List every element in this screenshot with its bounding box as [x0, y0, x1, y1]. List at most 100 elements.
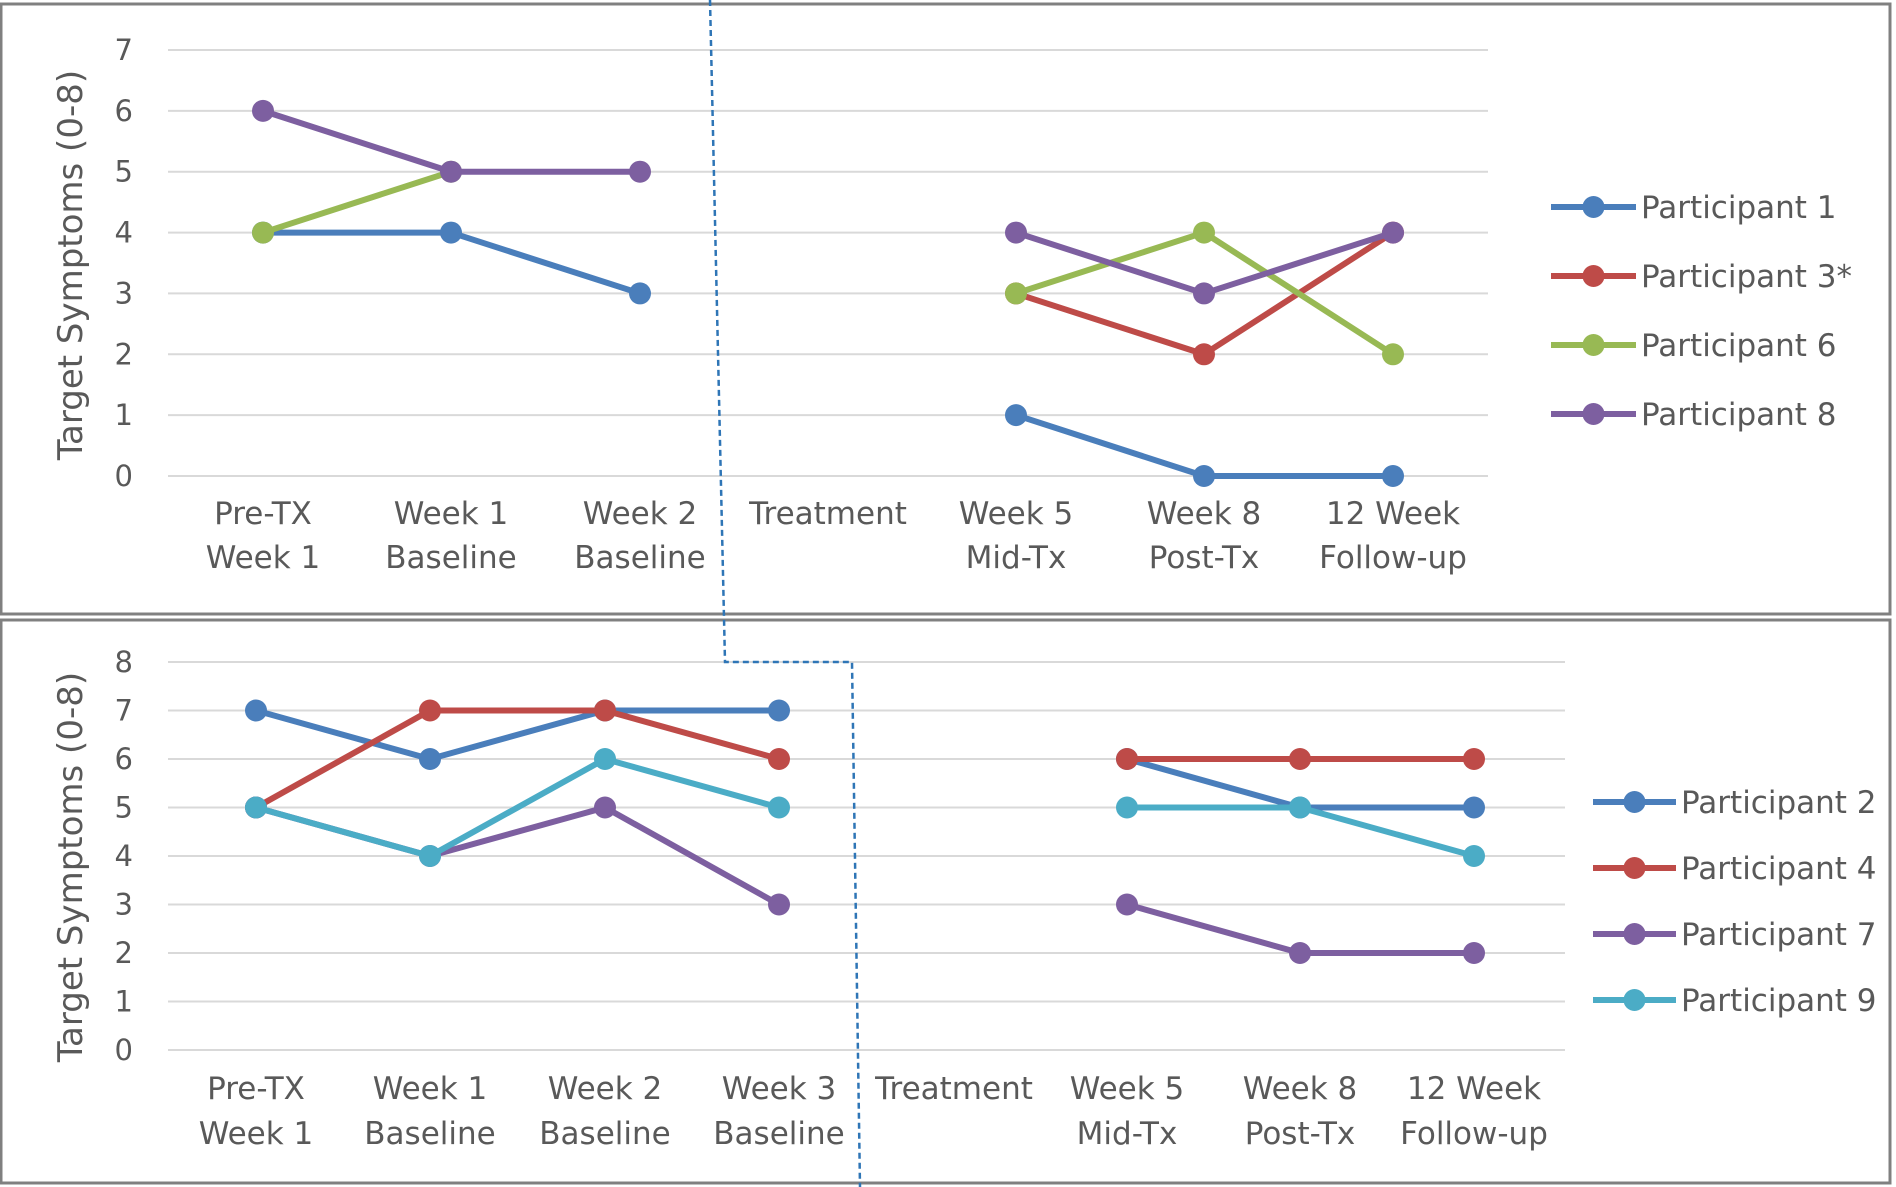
y-tick-label: 0 — [115, 459, 133, 493]
y-tick-label: 1 — [115, 398, 133, 432]
data-point — [419, 845, 441, 867]
legend-item: Participant 8 — [1551, 397, 1837, 433]
data-point — [1005, 282, 1027, 305]
y-tick-label: 5 — [115, 791, 133, 825]
legend-swatch-marker — [1623, 923, 1646, 945]
x-tick-label: 12 Week — [1407, 1071, 1541, 1107]
data-point — [1193, 282, 1215, 305]
x-tick-label: Follow-up — [1319, 540, 1467, 576]
data-point — [419, 748, 441, 770]
x-tick-label: Week 1 — [394, 496, 509, 532]
data-point — [768, 748, 790, 770]
y-tick-label: 1 — [115, 985, 133, 1019]
legend-swatch-marker — [1582, 403, 1605, 425]
x-tick-label: Week 2 — [548, 1071, 663, 1107]
data-point — [1463, 748, 1485, 770]
x-tick-label: Baseline — [364, 1116, 495, 1152]
data-point — [252, 99, 274, 122]
data-point — [1116, 893, 1138, 916]
y-tick-label: 5 — [115, 155, 133, 189]
x-tick-label: Week 1 — [199, 1116, 314, 1152]
series-line — [260, 168, 454, 236]
legend-item: Participant 6 — [1551, 328, 1837, 364]
data-point — [1463, 845, 1485, 867]
legend-swatch-marker — [1582, 334, 1605, 356]
data-point — [629, 282, 651, 305]
data-point — [594, 699, 616, 722]
data-point — [629, 160, 651, 183]
data-point — [1382, 221, 1404, 244]
legend-swatch-marker — [1623, 857, 1646, 879]
y-tick-label: 7 — [115, 694, 133, 728]
x-tick-label: 12 Week — [1326, 496, 1460, 532]
y-tick-label: 0 — [115, 1033, 133, 1067]
y-tick-label: 8 — [115, 645, 133, 679]
data-point — [440, 221, 462, 244]
data-point — [1116, 796, 1138, 819]
data-point — [245, 796, 267, 819]
data-point — [1289, 942, 1311, 964]
x-tick-label: Post-Tx — [1149, 540, 1259, 576]
legend-label: Participant 8 — [1641, 397, 1837, 433]
data-point — [252, 221, 274, 244]
data-point — [1005, 404, 1027, 427]
x-tick-label: Baseline — [574, 540, 705, 576]
legend-swatch-marker — [1582, 265, 1605, 287]
data-point — [245, 699, 267, 722]
legend-label: Participant 1 — [1641, 190, 1837, 226]
data-point — [594, 748, 616, 770]
legend-swatch-marker — [1582, 196, 1605, 218]
data-point — [1193, 221, 1215, 244]
data-point — [768, 893, 790, 916]
x-tick-label: Baseline — [385, 540, 516, 576]
data-point — [594, 796, 616, 819]
legend-label: Participant 7 — [1681, 917, 1877, 953]
y-axis-label: Target Symptoms (0-8) — [51, 672, 91, 1063]
data-point — [1193, 343, 1215, 366]
phase-change-line — [708, 0, 862, 1187]
legend-item: Participant 7 — [1593, 917, 1877, 953]
x-tick-label: Pre-TX — [214, 496, 312, 532]
y-tick-label: 4 — [115, 839, 133, 873]
legend-label: Participant 4 — [1681, 851, 1877, 887]
series-participant-7 — [245, 796, 1485, 964]
y-tick-label: 2 — [115, 337, 133, 371]
panel-border — [0, 2, 1892, 616]
y-axis-label: Target Symptoms (0-8) — [51, 70, 91, 461]
legend-item: Participant 3* — [1551, 259, 1852, 295]
x-tick-label: Week 1 — [206, 540, 321, 576]
x-tick-label: Week 5 — [1070, 1071, 1185, 1107]
legend-item: Participant 1 — [1551, 190, 1837, 226]
chart-panel-1: 0 1 2 3 4 5 6 7 Target Symptoms (0-8) Pre-TX Week … — [0, 2, 1892, 616]
y-tick-label: 7 — [115, 33, 133, 67]
x-tick-label: Follow-up — [1400, 1116, 1548, 1152]
series-line — [253, 707, 782, 762]
legend-swatch-marker — [1623, 791, 1646, 813]
panel-border — [0, 618, 1892, 1185]
x-tick-label: Week 2 — [583, 496, 698, 532]
series-participant-9 — [245, 748, 1485, 867]
x-tick-label: Mid-Tx — [1077, 1116, 1178, 1152]
x-tick-label: Baseline — [713, 1116, 844, 1152]
x-tick-label: Week 8 — [1147, 496, 1262, 532]
data-point — [440, 160, 462, 183]
x-tick-label: Pre-TX — [207, 1071, 305, 1107]
x-tick-label: Treatment — [748, 496, 907, 532]
series-line — [253, 756, 782, 859]
chart-panel-2: 0 1 2 3 4 5 6 7 8 Target Symptoms (0-8) Pre-TX Week… — [0, 618, 1892, 1185]
legend-label: Participant 6 — [1641, 328, 1837, 364]
data-point — [1289, 748, 1311, 770]
legend-swatch-marker — [1623, 989, 1646, 1011]
data-point — [1463, 942, 1485, 964]
y-tick-label: 6 — [115, 94, 133, 128]
data-point — [1193, 465, 1215, 487]
legend-label: Participant 3* — [1641, 259, 1852, 295]
series-participant-4 — [245, 699, 1485, 819]
legend-label: Participant 9 — [1681, 983, 1877, 1019]
data-point — [1463, 796, 1485, 819]
x-tick-label: Treatment — [874, 1071, 1033, 1107]
y-tick-label: 2 — [115, 936, 133, 970]
x-tick-label: Mid-Tx — [966, 540, 1067, 576]
legend-label: Participant 2 — [1681, 785, 1877, 821]
